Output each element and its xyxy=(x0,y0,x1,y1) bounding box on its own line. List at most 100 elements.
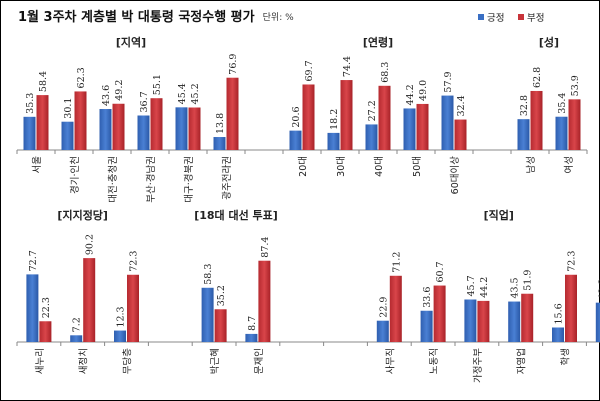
legend-swatch-positive xyxy=(478,14,484,20)
data-label-negative: 55.1 xyxy=(152,74,163,95)
data-label-positive: 58.3 xyxy=(203,264,214,285)
bar-positive xyxy=(552,327,564,342)
bar-negative xyxy=(565,274,577,342)
data-label-positive: 43.5 xyxy=(510,277,521,298)
data-label-negative: 49.2 xyxy=(114,80,125,101)
bar-negative xyxy=(188,107,201,150)
category-label: 학생 xyxy=(561,348,572,365)
bar-positive xyxy=(464,299,477,342)
legend-label-positive: 긍정 xyxy=(487,13,504,24)
bar-positive xyxy=(175,107,188,150)
data-label-negative: 51.9 xyxy=(523,270,534,291)
bar-positive xyxy=(137,115,150,150)
category-label: 자영업 xyxy=(516,348,528,374)
bar-negative xyxy=(39,321,52,342)
bar-positive xyxy=(403,108,416,150)
category-label: 사무직 xyxy=(385,348,396,374)
category-label: 새정치 xyxy=(78,348,90,374)
category-label: 경기·인천 xyxy=(69,156,81,194)
bar-negative xyxy=(530,90,543,150)
bar-positive xyxy=(508,301,521,342)
data-label-negative: 76.9 xyxy=(228,54,239,75)
unit-label: 단위: % xyxy=(263,12,294,23)
group-title: [성] xyxy=(539,35,559,49)
data-label-negative: 45.2 xyxy=(190,83,201,104)
group-title: [지지정당] xyxy=(57,208,108,222)
bar-negative xyxy=(214,309,227,342)
data-label-negative: 32.4 xyxy=(456,95,467,116)
category-label: 서울 xyxy=(32,156,43,174)
data-label-negative: 62.3 xyxy=(76,67,87,88)
bar-positive xyxy=(26,274,39,342)
bar-positive xyxy=(61,121,74,150)
chart-title: 1월 3주차 계층별 박 대통령 국정수행 평가 xyxy=(18,9,255,25)
bar-negative xyxy=(416,103,429,150)
data-label-negative: 22.3 xyxy=(41,297,52,318)
data-label-negative: 71.2 xyxy=(391,252,402,273)
category-label: 30대 xyxy=(336,156,347,177)
data-label-positive: 12.3 xyxy=(116,306,127,327)
bar-positive xyxy=(70,335,83,342)
group-title: [지역] xyxy=(116,35,146,49)
category-label: 대전·충청권 xyxy=(107,156,119,203)
data-label-negative: 53.9 xyxy=(570,75,581,96)
bar-positive xyxy=(245,333,258,342)
data-label-positive: 27.2 xyxy=(367,100,378,121)
legend-label-negative: 부정 xyxy=(527,13,544,24)
bar-negative xyxy=(226,77,239,150)
bar-negative xyxy=(150,98,163,150)
bar-negative xyxy=(477,300,490,342)
category-label: 남성 xyxy=(526,156,537,173)
bar-positive xyxy=(365,124,378,150)
category-label: 20대 xyxy=(298,156,309,177)
category-label: 박근혜 xyxy=(209,348,221,374)
data-label-positive: 72.7 xyxy=(28,250,39,271)
data-label-negative: 49.0 xyxy=(418,80,429,101)
category-label: 새누리 xyxy=(35,348,46,374)
legend-swatch-negative xyxy=(518,14,524,20)
data-label-negative: 87.4 xyxy=(260,237,271,258)
category-label: 60대이상 xyxy=(450,156,461,195)
bar-negative xyxy=(127,274,139,342)
bar-positive xyxy=(376,320,389,342)
bar-negative xyxy=(389,275,402,342)
data-label-positive: 13.8 xyxy=(215,113,226,134)
data-label-positive: 57.9 xyxy=(443,71,454,92)
data-label-positive: 45.4 xyxy=(177,83,188,104)
category-label: 노동직 xyxy=(429,348,440,374)
bar-negative xyxy=(378,85,391,150)
category-label: 부산·경남권 xyxy=(145,156,157,203)
bar-negative xyxy=(74,91,87,150)
data-label-negative: 62.8 xyxy=(532,67,543,88)
data-label-positive: 20.6 xyxy=(291,106,302,127)
data-label-negative: 35.2 xyxy=(216,285,227,306)
bar-positive xyxy=(201,287,214,342)
group-title: [연령] xyxy=(363,35,393,49)
data-label-negative: 58.4 xyxy=(38,71,49,92)
bar-negative xyxy=(112,103,125,150)
bar-negative xyxy=(83,258,96,342)
bar-positive xyxy=(517,119,530,150)
bar-negative xyxy=(568,99,581,150)
category-label: 무당층 xyxy=(123,348,134,374)
bar-positive xyxy=(213,137,226,150)
bar-negative xyxy=(433,285,446,342)
bar-positive xyxy=(99,109,112,150)
bar-positive xyxy=(595,302,600,342)
data-label-negative: 60.7 xyxy=(435,261,446,282)
category-label: 광주전라권 xyxy=(221,156,233,200)
category-label: 문재인 xyxy=(254,348,265,374)
data-label-positive: 18.2 xyxy=(329,109,340,130)
bar-positive xyxy=(420,310,433,342)
bar-positive xyxy=(555,116,568,150)
category-label: 50대 xyxy=(412,156,423,177)
data-label-positive: 8.7 xyxy=(247,316,258,331)
data-label-negative: 44.2 xyxy=(479,277,490,298)
group-title: [18대 대선 투표] xyxy=(194,208,278,222)
bar-positive xyxy=(327,132,340,150)
data-label-positive: 42.3 xyxy=(597,279,600,300)
data-label-positive: 35.4 xyxy=(557,93,568,114)
bar-negative xyxy=(454,119,467,150)
bar-negative xyxy=(521,293,534,342)
